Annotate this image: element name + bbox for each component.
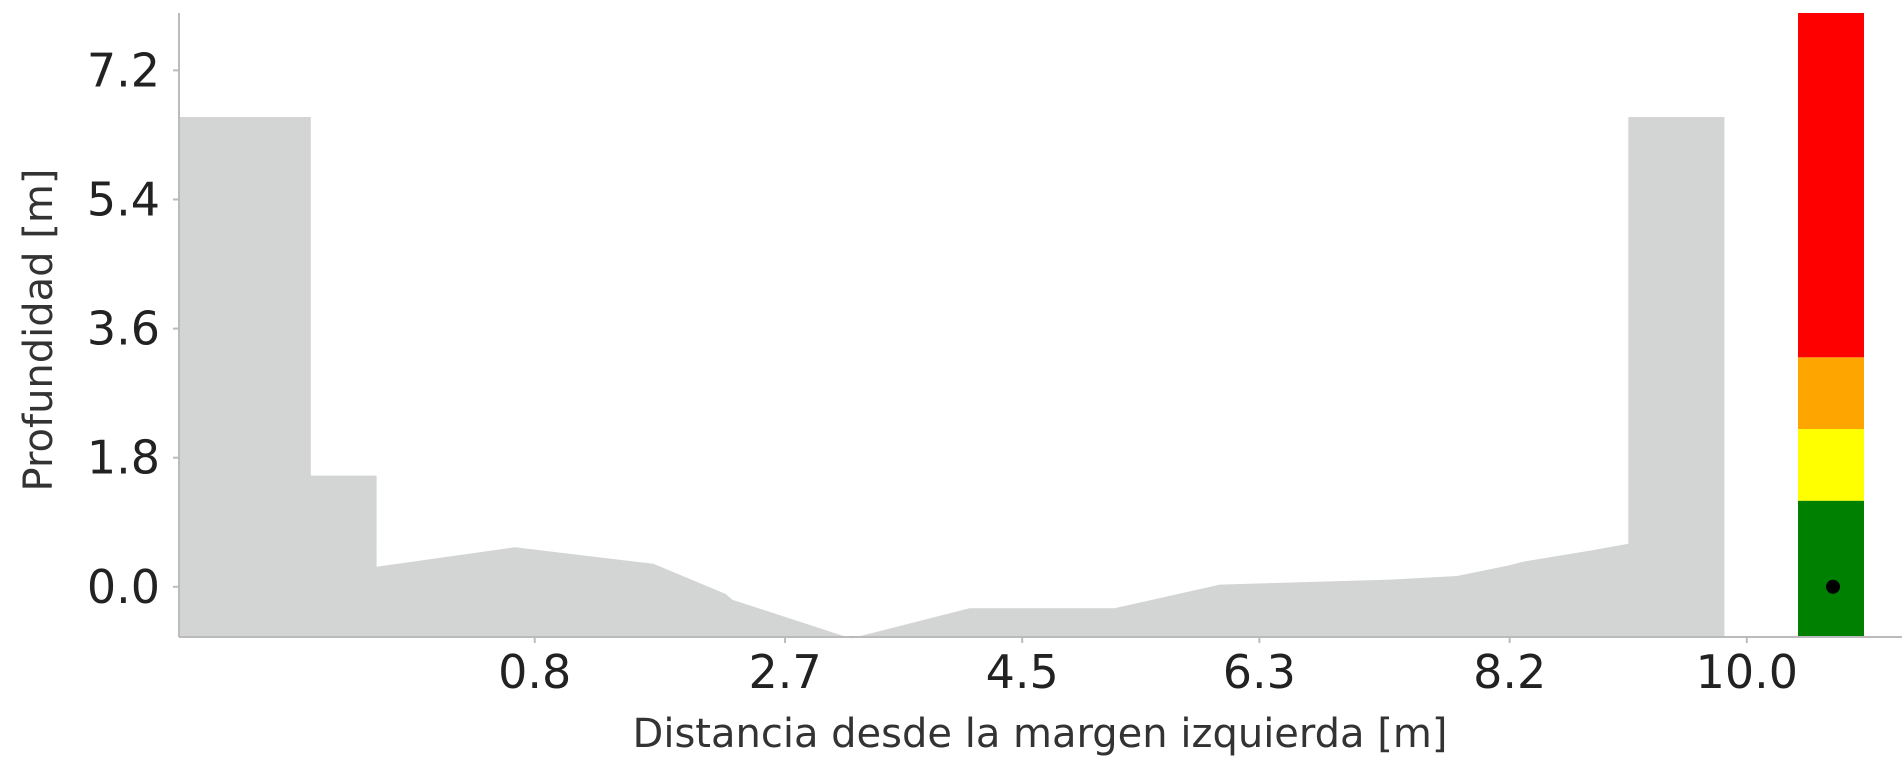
y-tick-label: 7.2 xyxy=(87,43,160,97)
y-tick-label: 5.4 xyxy=(87,172,160,226)
level-gauge xyxy=(1798,13,1864,637)
x-tick-label: 0.8 xyxy=(498,645,571,699)
plot-area xyxy=(179,117,1725,639)
x-tick-label: 2.7 xyxy=(748,645,821,699)
x-tick-label: 4.5 xyxy=(986,645,1059,699)
y-axis-ticks: 0.0 1.8 3.6 5.4 7.2 xyxy=(87,43,179,614)
y-tick-label: 0.0 xyxy=(87,560,160,614)
x-tick-label: 6.3 xyxy=(1223,645,1296,699)
gauge-band-3 xyxy=(1798,357,1864,429)
x-tick-label: 8.2 xyxy=(1473,645,1546,699)
y-tick-label: 1.8 xyxy=(87,431,160,485)
gauge-band-2 xyxy=(1798,429,1864,501)
x-tick-label: 10.0 xyxy=(1696,645,1798,699)
current-level-marker xyxy=(1826,579,1840,594)
y-tick-label: 3.6 xyxy=(87,302,160,356)
gauge-band-4 xyxy=(1798,13,1864,358)
y-axis-label: Profundidad [m] xyxy=(16,169,62,492)
x-axis-ticks: 0.8 2.7 4.5 6.3 8.2 10.0 xyxy=(498,637,1798,699)
cross-section-area xyxy=(179,117,1725,639)
gauge-band-1 xyxy=(1798,500,1864,637)
x-axis-label: Distancia desde la margen izquierda [m] xyxy=(633,711,1448,757)
axes xyxy=(178,13,1902,638)
